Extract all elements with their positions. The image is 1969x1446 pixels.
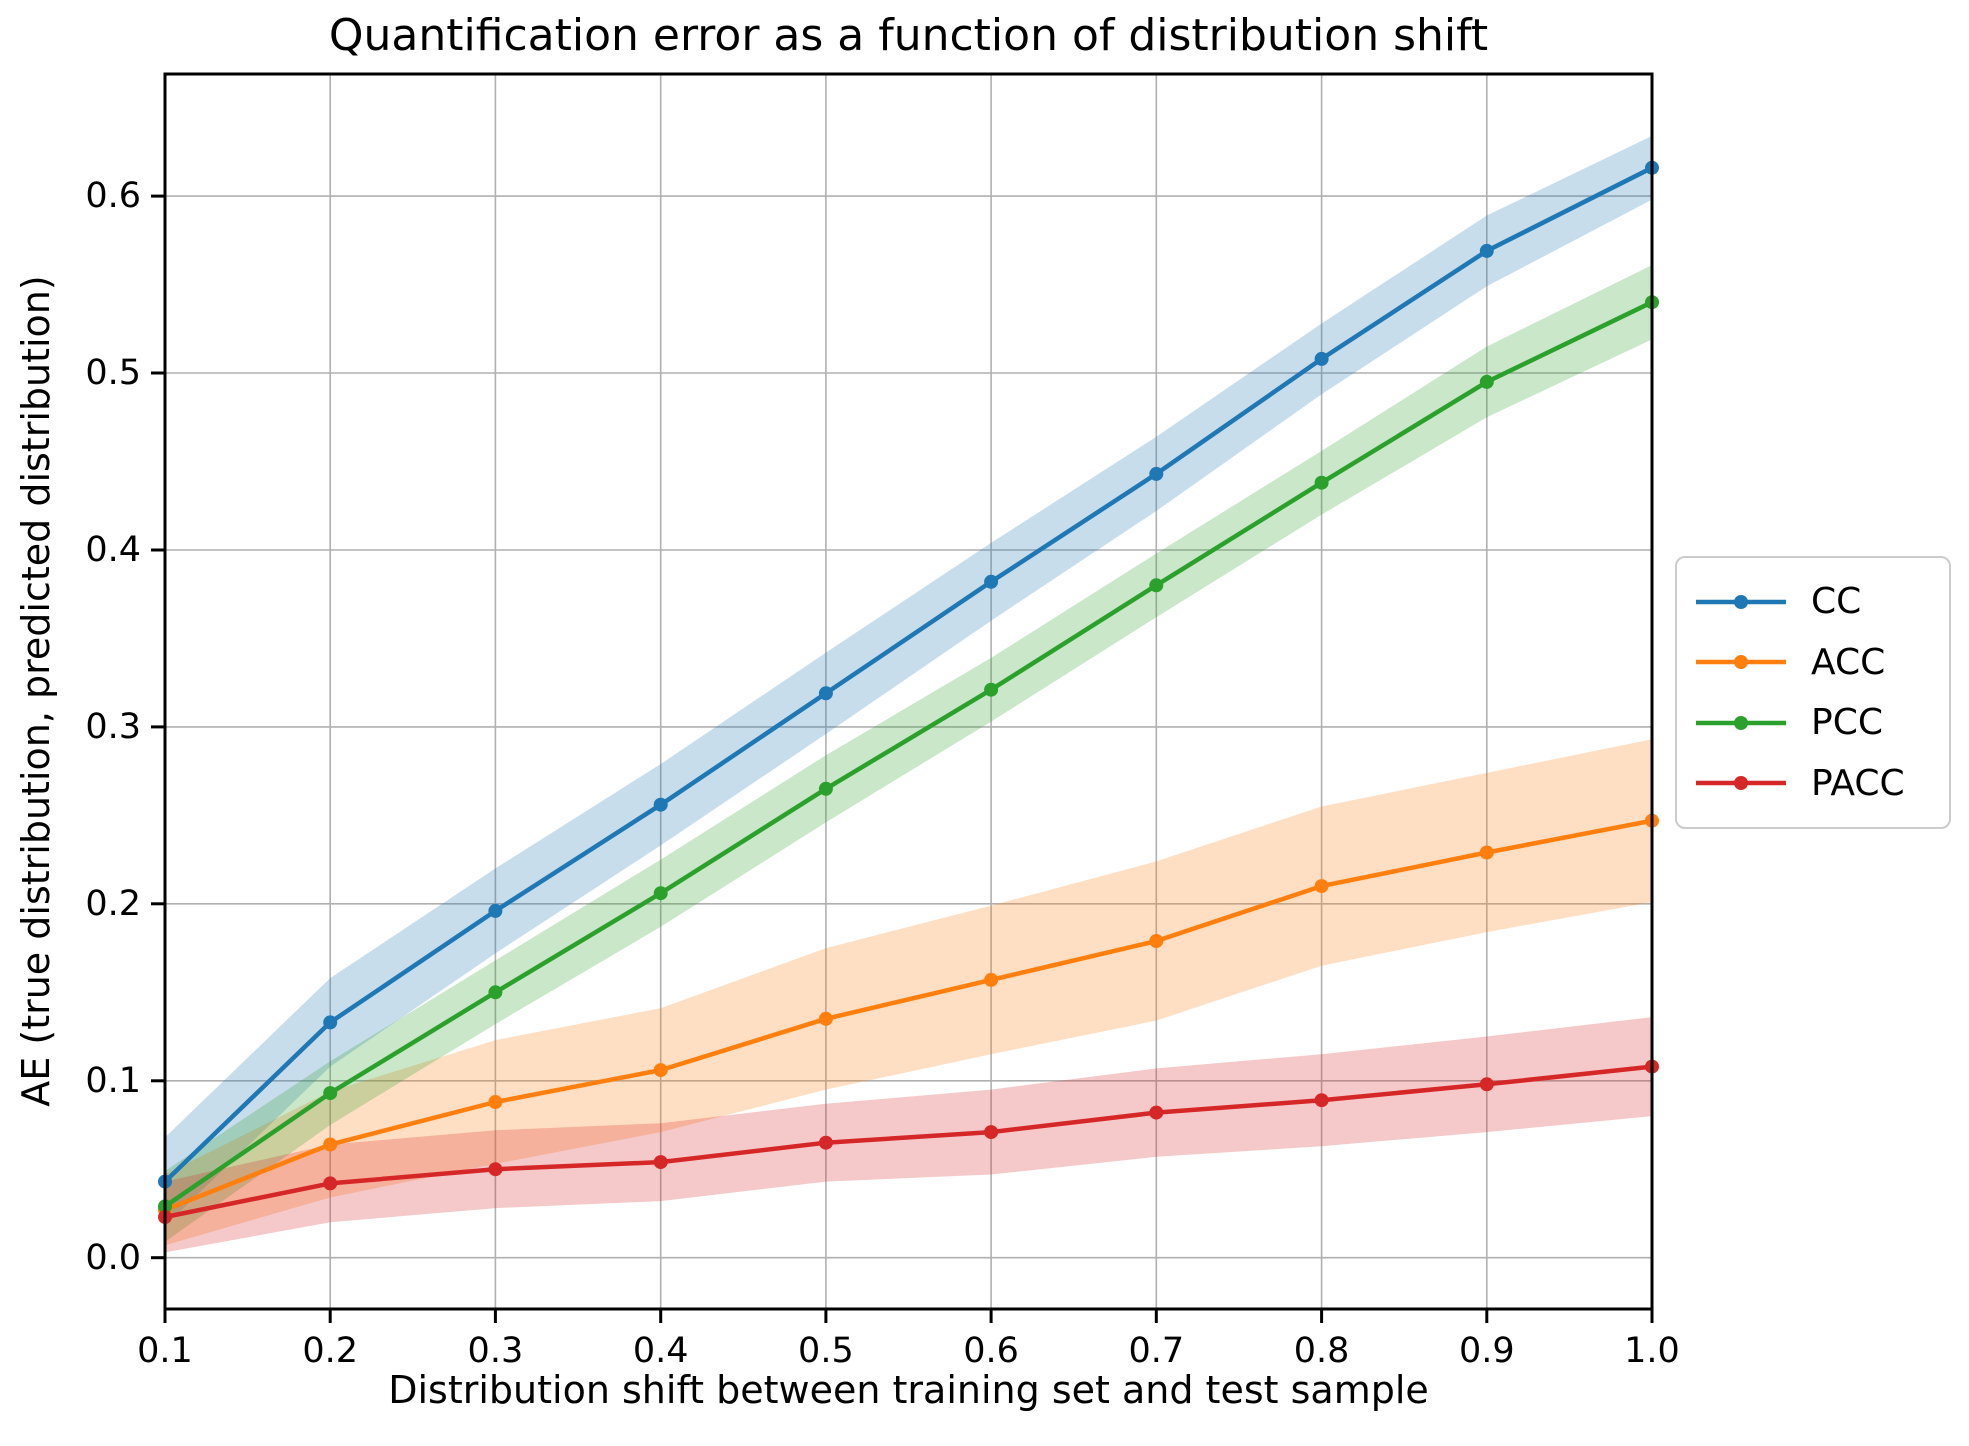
series-line-pacc: [162, 1064, 1655, 1220]
chart-title: Quantification error as a function of di…: [328, 10, 1489, 61]
data-point-cc: [653, 797, 668, 812]
data-point-pacc: [984, 1125, 999, 1140]
data-point-acc: [818, 1011, 833, 1026]
data-point-cc: [323, 1015, 338, 1030]
data-point-pcc: [653, 886, 668, 901]
data-point-pcc: [1314, 475, 1329, 490]
data-point-cc: [488, 903, 503, 918]
data-point-acc: [984, 972, 999, 987]
data-point-acc: [653, 1063, 668, 1078]
data-point-pacc: [1479, 1077, 1494, 1092]
legend-line-sample-pcc: [1696, 715, 1786, 730]
data-point-cc: [1149, 466, 1164, 481]
data-point-pacc: [653, 1155, 668, 1170]
x-tick-label: 0.6: [963, 1331, 1019, 1371]
data-point-pacc: [1149, 1105, 1164, 1120]
series-line-acc: [162, 818, 1655, 1213]
data-point-cc: [1314, 351, 1329, 366]
data-point-pcc: [1479, 374, 1494, 389]
data-point-acc: [323, 1137, 338, 1152]
data-point-cc: [1479, 243, 1494, 258]
series-line-pcc: [162, 299, 1655, 1209]
legend-line-sample-cc: [1696, 594, 1786, 609]
legend-item-cc: CC: [1677, 581, 1949, 622]
data-point-pacc: [488, 1162, 503, 1177]
x-tick-label: 0.5: [798, 1331, 854, 1371]
data-point-pcc: [818, 781, 833, 796]
confidence-band-cc: [165, 135, 1652, 1226]
series-line-cc: [162, 165, 1655, 1184]
data-point-pacc: [323, 1176, 338, 1191]
data-point-pcc: [1149, 578, 1164, 593]
confidence-band-acc: [165, 739, 1652, 1246]
y-tick-label: 0.1: [85, 1060, 141, 1101]
data-point-pcc: [984, 682, 999, 697]
legend-line-sample-pacc: [1696, 776, 1786, 791]
legend-label-pacc: PACC: [1811, 762, 1905, 804]
data-point-acc: [488, 1095, 503, 1109]
y-tick-label: 0.3: [85, 706, 141, 747]
data-point-pacc: [1314, 1093, 1329, 1108]
y-tick-label: 0.6: [85, 176, 141, 217]
y-tick-label: 0.0: [85, 1237, 141, 1278]
data-point-cc: [984, 574, 999, 589]
legend-item-acc: ACC: [1677, 642, 1949, 683]
x-tick-label: 0.7: [1128, 1331, 1185, 1371]
x-tick-label: 0.1: [137, 1331, 193, 1371]
data-point-cc: [818, 686, 833, 701]
y-tick-label: 0.4: [85, 530, 141, 570]
legend-label-cc: CC: [1811, 581, 1862, 623]
x-tick-label: 0.3: [467, 1331, 524, 1371]
x-tick-label: 0.9: [1458, 1331, 1515, 1371]
legend-item-pacc: PACC: [1677, 763, 1949, 804]
data-point-pcc: [488, 985, 503, 1000]
legend-item-pcc: PCC: [1677, 702, 1949, 743]
x-tick-label: 0.4: [632, 1331, 689, 1371]
data-point-pacc: [818, 1135, 833, 1150]
y-tick-label: 0.5: [85, 353, 141, 393]
confidence-band-pacc: [165, 1017, 1652, 1253]
data-point-acc: [1149, 934, 1164, 948]
x-tick-label: 0.2: [302, 1331, 359, 1371]
legend-label-pcc: PCC: [1811, 702, 1883, 744]
legend-label-acc: ACC: [1811, 641, 1886, 683]
data-point-pcc: [323, 1086, 338, 1101]
y-tick-label: 0.2: [85, 883, 141, 924]
legend-line-sample-acc: [1696, 655, 1786, 670]
data-point-acc: [1314, 879, 1329, 894]
axes-spines: [163, 72, 1654, 1311]
x-tick-label: 0.8: [1293, 1331, 1350, 1371]
data-point-acc: [1479, 845, 1494, 860]
x-axis-label: Distribution shift between training set …: [388, 1368, 1429, 1412]
legend: CC ACC PCC PACC: [1675, 556, 1951, 829]
y-axis-label: AE (true distribution, predicted distrib…: [14, 275, 58, 1107]
x-tick-label: 1.0: [1624, 1331, 1680, 1371]
